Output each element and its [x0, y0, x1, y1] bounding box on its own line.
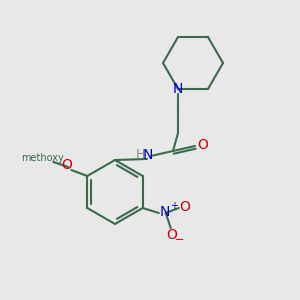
- Text: +: +: [170, 201, 178, 211]
- Text: O: O: [198, 138, 208, 152]
- Text: N: N: [160, 205, 170, 219]
- Text: O: O: [166, 228, 177, 242]
- Text: O: O: [61, 158, 72, 172]
- Text: N: N: [173, 82, 183, 96]
- Text: methoxy: methoxy: [21, 153, 64, 163]
- Text: O: O: [179, 200, 190, 214]
- Text: N: N: [143, 148, 153, 162]
- Text: −: −: [175, 235, 184, 245]
- Text: H: H: [135, 148, 145, 161]
